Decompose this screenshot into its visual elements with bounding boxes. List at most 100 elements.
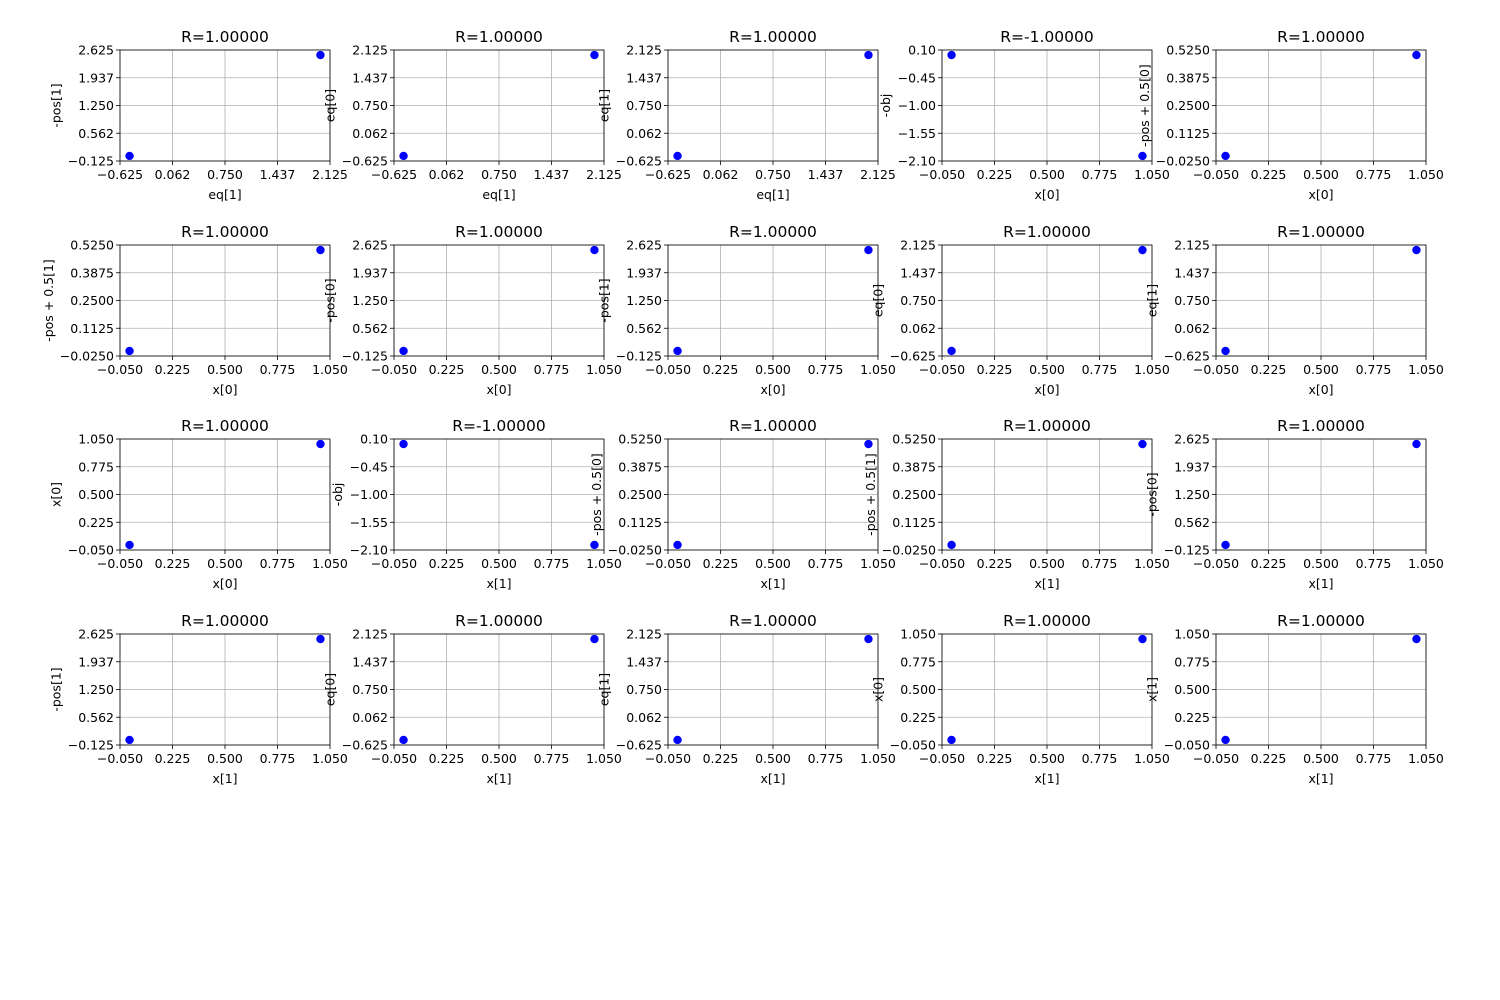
y-tick-label: 0.3875 xyxy=(1166,70,1210,85)
data-point xyxy=(399,439,408,449)
y-tick-label: 0.225 xyxy=(1174,710,1210,725)
x-axis-label: x[1] xyxy=(486,771,511,786)
subplot-4: −0.050 0.225 0.500 0.775 1.050 −2.10 −1.55 −1.0… xyxy=(878,28,1170,202)
x-tick-label: 0.500 xyxy=(1029,751,1065,766)
y-tick-label: 1.437 xyxy=(352,70,388,85)
subplot-3: −0.625 0.062 0.750 1.437 2.125 −0.625 0.062 0.7… xyxy=(596,28,895,202)
y-axis-label: -obj xyxy=(330,483,345,507)
x-tick-label: 0.225 xyxy=(155,556,191,571)
x-tick-label: 0.225 xyxy=(429,751,465,766)
x-axis-label: x[0] xyxy=(1308,187,1333,202)
x-tick-label: 1.050 xyxy=(312,751,348,766)
x-tick-label: 1.050 xyxy=(586,556,622,571)
subplot-title: R=1.00000 xyxy=(181,612,269,630)
data-point xyxy=(947,50,956,60)
x-tick-label: 1.050 xyxy=(860,556,896,571)
x-tick-label: 0.062 xyxy=(703,167,739,182)
y-tick-label: 1.250 xyxy=(626,293,662,308)
subplot-title: R=1.00000 xyxy=(729,28,817,46)
subplot-8: −0.050 0.225 0.500 0.775 1.050 −0.125 0.562 1.2… xyxy=(596,223,896,397)
x-axis-label: eq[1] xyxy=(208,187,241,202)
x-axis-label: x[1] xyxy=(760,771,785,786)
x-tick-label: 0.775 xyxy=(1082,556,1118,571)
y-tick-label: −0.0250 xyxy=(608,543,662,558)
y-axis-label: -pos[0] xyxy=(1144,472,1159,516)
data-point xyxy=(125,540,134,550)
x-axis-label: x[1] xyxy=(760,576,785,591)
y-tick-label: −0.050 xyxy=(68,543,114,558)
y-axis-label: -pos + 0.5[1] xyxy=(863,453,878,536)
y-tick-label: −0.0250 xyxy=(1156,154,1210,169)
y-axis-label: -pos[1] xyxy=(596,278,611,322)
y-tick-label: −0.125 xyxy=(68,738,114,753)
x-tick-label: 0.500 xyxy=(207,556,243,571)
x-tick-label: 0.775 xyxy=(534,362,570,377)
x-tick-label: 0.500 xyxy=(1303,167,1339,182)
x-tick-label: 1.437 xyxy=(534,167,570,182)
data-point xyxy=(316,50,325,60)
subplot-18: −0.050 0.225 0.500 0.775 1.050 −0.625 0.062 0.7… xyxy=(596,612,896,786)
y-axis-label: -obj xyxy=(878,94,893,118)
x-axis-label: x[0] xyxy=(1308,382,1333,397)
x-tick-label: 1.050 xyxy=(1408,556,1444,571)
x-tick-label: 1.050 xyxy=(1408,751,1444,766)
y-tick-label: 1.937 xyxy=(78,70,114,85)
x-tick-label: 0.225 xyxy=(703,751,739,766)
y-tick-label: 2.125 xyxy=(352,43,388,58)
subplot-15: −0.050 0.225 0.500 0.775 1.050 −0.125 0.562 1.2… xyxy=(1144,417,1444,591)
y-tick-label: 0.5250 xyxy=(618,432,662,447)
subplot-17: −0.050 0.225 0.500 0.775 1.050 −0.625 0.062 0.7… xyxy=(322,612,622,786)
y-tick-label: 1.250 xyxy=(78,682,114,697)
y-axis-label: -pos[1] xyxy=(48,83,63,127)
data-point xyxy=(673,735,682,745)
y-tick-label: −1.00 xyxy=(350,487,388,502)
x-tick-label: −0.050 xyxy=(645,556,691,571)
y-tick-label: −2.10 xyxy=(350,543,388,558)
y-tick-label: 2.125 xyxy=(900,238,936,253)
x-tick-label: 0.775 xyxy=(1082,751,1118,766)
y-tick-label: 2.125 xyxy=(1174,238,1210,253)
subplot-11: −0.050 0.225 0.500 0.775 1.050 −0.050 0.225 0.5… xyxy=(48,417,348,591)
x-tick-label: 0.775 xyxy=(1356,556,1392,571)
x-tick-label: −0.625 xyxy=(97,167,143,182)
x-tick-label: 0.775 xyxy=(260,362,296,377)
x-tick-label: −0.050 xyxy=(371,362,417,377)
data-point xyxy=(590,245,599,255)
y-tick-label: 0.750 xyxy=(626,98,662,113)
subplot-title: R=1.00000 xyxy=(455,612,543,630)
x-axis-label: x[0] xyxy=(1034,187,1059,202)
subplot-title: R=-1.00000 xyxy=(452,417,545,435)
y-axis-label: eq[1] xyxy=(596,673,611,706)
x-tick-label: 0.500 xyxy=(1029,362,1065,377)
x-tick-label: 0.225 xyxy=(155,362,191,377)
subplot-6: −0.050 0.225 0.500 0.775 1.050 −0.0250 0.1125 0… xyxy=(41,223,348,397)
y-axis-label: -pos[1] xyxy=(48,667,63,711)
y-tick-label: −0.125 xyxy=(1164,543,1210,558)
y-tick-label: 1.937 xyxy=(626,265,662,280)
x-axis-label: x[0] xyxy=(486,382,511,397)
y-tick-label: 0.750 xyxy=(900,293,936,308)
subplot-14: −0.050 0.225 0.500 0.775 1.050−0.02500.11250… xyxy=(863,417,1170,591)
y-tick-label: 2.125 xyxy=(352,627,388,642)
subplot-title: R=1.00000 xyxy=(1003,417,1091,435)
data-point xyxy=(947,735,956,745)
data-point xyxy=(125,735,134,745)
data-point xyxy=(864,439,873,449)
x-tick-label: 0.062 xyxy=(429,167,465,182)
x-axis-label: eq[1] xyxy=(482,187,515,202)
x-tick-label: 1.050 xyxy=(860,362,896,377)
x-tick-label: 1.050 xyxy=(1134,167,1170,182)
x-tick-label: 0.500 xyxy=(1303,556,1339,571)
y-tick-label: 2.625 xyxy=(78,627,114,642)
y-tick-label: 0.2500 xyxy=(70,293,114,308)
y-tick-label: 0.5250 xyxy=(892,432,936,447)
y-tick-label: 0.750 xyxy=(626,682,662,697)
x-axis-label: eq[1] xyxy=(756,187,789,202)
y-tick-label: −0.125 xyxy=(68,154,114,169)
x-tick-label: −0.050 xyxy=(919,362,965,377)
x-tick-label: 0.775 xyxy=(534,751,570,766)
subplot-title: R=1.00000 xyxy=(1277,223,1365,241)
x-tick-label: 0.775 xyxy=(1082,362,1118,377)
x-tick-label: 1.437 xyxy=(808,167,844,182)
y-tick-label: 0.062 xyxy=(900,321,936,336)
